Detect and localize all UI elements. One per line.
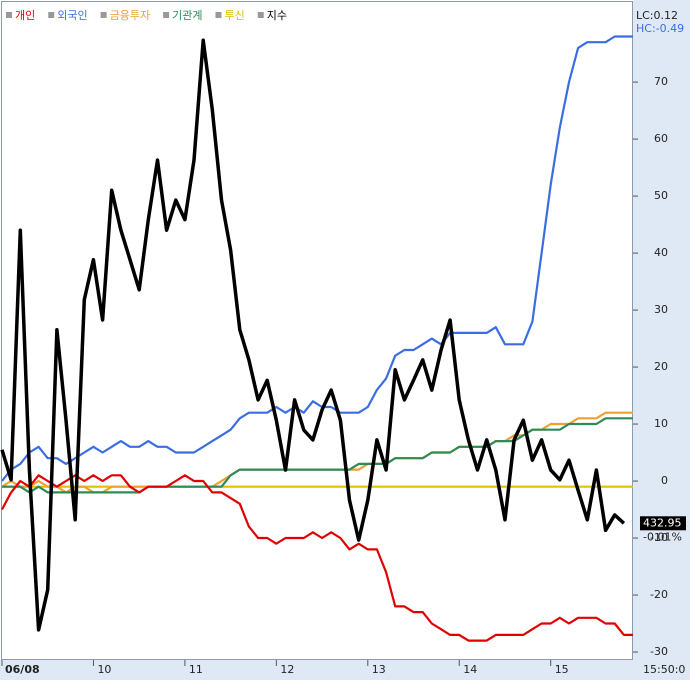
legend-swatch [48,12,55,18]
bottom-axis-panel [0,660,690,680]
last-value-label: 432.95 [643,516,682,529]
last-change-label: -0.01% [643,530,682,543]
legend-swatch [215,12,222,18]
y-tick-label: 20 [654,360,668,373]
lc-label: LC:0.12 [636,9,678,22]
y-tick-label: -20 [650,588,668,601]
legend-swatch [257,12,264,18]
x-tick-label: 13 [372,663,386,676]
legend: 개인 외국인 금융투자 기관계 투신 지수 [6,9,287,22]
series-line [1,35,633,482]
x-tick-label: 06/08 [5,663,40,676]
legend-label: 기관계 [172,9,202,22]
x-tick-label: 12 [280,663,294,676]
legend-swatch [163,12,170,18]
y-tick-label: 70 [654,75,668,88]
y-tick-label: -10 [650,531,668,544]
right-axis-panel [633,0,690,680]
x-tick-label: 10 [97,663,111,676]
y-tick-label: -30 [650,645,668,658]
y-tick-label: 0 [661,474,668,487]
legend-swatch [100,12,107,18]
x-tick-label: 11 [189,663,203,676]
legend-label: 금융투자 [110,9,150,22]
y-tick-label: 60 [654,132,668,145]
plot-frame [1,1,633,660]
last-value-box [640,516,686,531]
y-tick-label: 10 [654,417,668,430]
legend-label: 개인 [15,9,35,22]
x-tick-label: 14 [463,663,477,676]
legend-label: 외국인 [57,9,87,22]
hc-label: HC:-0.49 [636,22,684,35]
y-tick-label: 30 [654,303,668,316]
series-line [1,474,633,642]
end-time-label: 15:50:0 [643,663,685,676]
legend-swatch [6,12,12,18]
y-tick-label: 50 [654,189,668,202]
x-tick-label: 15 [555,663,569,676]
legend-label: 지수 [267,9,287,22]
legend-label: 투신 [224,9,244,22]
series-line [0,38,626,632]
y-tick-label: 40 [654,246,668,259]
